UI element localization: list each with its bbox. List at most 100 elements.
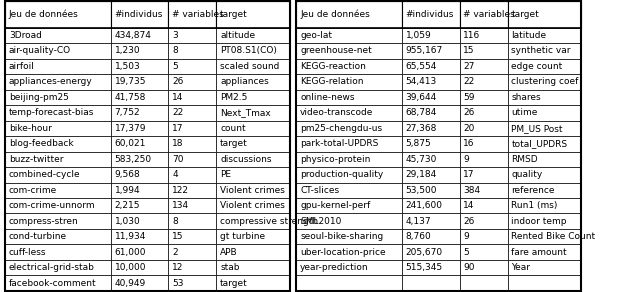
Text: 116: 116 [463,31,481,40]
Bar [296,182,402,198]
Bar [296,260,402,275]
Bar [296,43,402,59]
Text: combined-cycle: combined-cycle [9,170,81,179]
Bar [111,260,168,275]
Bar [168,121,216,136]
Text: latitude: latitude [511,31,547,40]
Bar [168,74,216,90]
Bar [296,244,402,260]
Text: Jeu de données: Jeu de données [9,10,79,19]
Text: #individus: #individus [115,10,163,19]
Bar [5,90,111,105]
Bar [296,121,402,136]
Bar [460,28,508,43]
Bar [508,260,581,275]
Bar [5,136,111,152]
Bar [216,152,290,167]
Text: 122: 122 [172,186,189,195]
Text: 9: 9 [463,232,469,241]
Bar [402,28,460,43]
Bar [508,213,581,229]
Text: 65,554: 65,554 [406,62,437,71]
Bar [216,229,290,244]
Text: 17,379: 17,379 [115,124,146,133]
Text: 5: 5 [172,62,178,71]
Bar [296,28,402,43]
Bar [402,74,460,90]
Bar [111,229,168,244]
Text: bike-hour: bike-hour [9,124,52,133]
Text: seoul-bike-sharing: seoul-bike-sharing [300,232,383,241]
Text: pm25-chengdu-us: pm25-chengdu-us [300,124,382,133]
Bar [111,275,168,291]
Text: production-quality: production-quality [300,170,383,179]
Text: 61,000: 61,000 [115,248,146,257]
Text: airfoil: airfoil [9,62,35,71]
Text: PE: PE [220,170,231,179]
Text: 8,760: 8,760 [406,232,431,241]
Text: count: count [220,124,246,133]
Text: SML2010: SML2010 [300,217,342,226]
Bar [508,244,581,260]
Bar [508,229,581,244]
Text: temp-forecast-bias: temp-forecast-bias [9,108,94,117]
Text: 15: 15 [463,46,475,55]
Bar [5,275,111,291]
Text: discussions: discussions [220,155,271,164]
Bar [460,167,508,182]
Bar [460,275,508,291]
Text: gpu-kernel-perf: gpu-kernel-perf [300,201,371,210]
Text: target: target [511,10,539,19]
Bar [402,182,460,198]
Bar [460,74,508,90]
Bar [508,28,581,43]
Bar [508,43,581,59]
Bar [111,152,168,167]
Bar [296,59,402,74]
Bar [5,43,111,59]
Text: 16: 16 [463,139,475,148]
Bar [168,136,216,152]
Text: Year: Year [511,263,531,272]
Text: 22: 22 [172,108,184,117]
Bar [402,105,460,121]
Text: 205,670: 205,670 [406,248,443,257]
Bar [111,90,168,105]
Text: electrical-grid-stab: electrical-grid-stab [9,263,95,272]
Text: 14: 14 [172,93,184,102]
Text: clustering coef: clustering coef [511,77,579,86]
Text: 1,994: 1,994 [115,186,140,195]
Bar [296,74,402,90]
Bar [216,121,290,136]
Text: 7,752: 7,752 [115,108,140,117]
Text: Run1 (ms): Run1 (ms) [511,201,557,210]
Bar [216,167,290,182]
Bar [111,182,168,198]
Bar [216,198,290,213]
Bar [168,244,216,260]
Text: cuff-less: cuff-less [9,248,47,257]
Bar [402,136,460,152]
Bar [5,1,290,291]
Bar [402,213,460,229]
Text: 70: 70 [172,155,184,164]
Bar [5,74,111,90]
Bar [111,244,168,260]
Text: 18: 18 [172,139,184,148]
Text: facebook-comment: facebook-comment [9,279,97,288]
Bar [168,43,216,59]
Bar [508,198,581,213]
Bar [216,213,290,229]
Bar [508,167,581,182]
Text: 59: 59 [463,93,475,102]
Bar [296,105,402,121]
Text: appliances: appliances [220,77,269,86]
Text: utime: utime [511,108,538,117]
Bar [216,28,290,43]
Text: 1,030: 1,030 [115,217,140,226]
Bar [216,59,290,74]
Bar [460,260,508,275]
Bar [5,260,111,275]
Text: buzz-twitter: buzz-twitter [9,155,63,164]
Bar [216,275,290,291]
